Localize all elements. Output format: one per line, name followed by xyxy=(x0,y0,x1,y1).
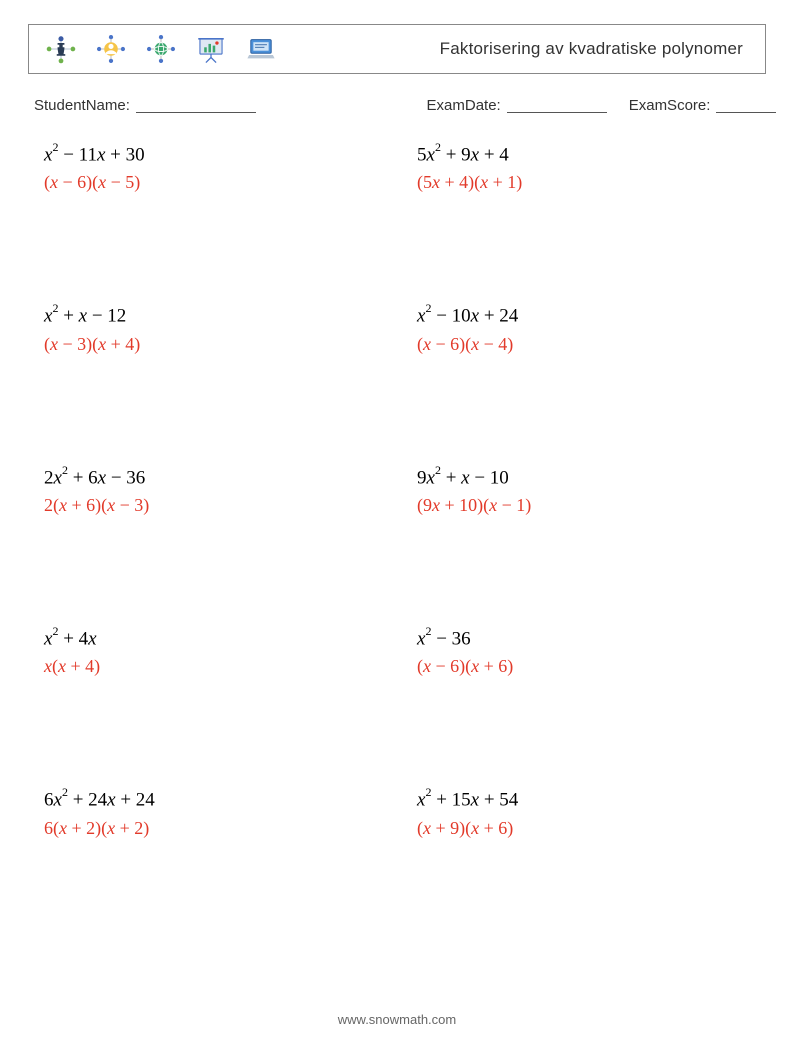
problem-cell: x2 − 36 (x − 6)(x + 6) xyxy=(407,626,760,677)
problem-answer: (x − 6)(x − 4) xyxy=(407,334,760,355)
problem-cell: 6x2 + 24x + 24 6(x + 2)(x + 2) xyxy=(34,787,387,838)
problem-cell: x2 + 15x + 54 (x + 9)(x + 6) xyxy=(407,787,760,838)
problem-answer: (5x + 4)(x + 1) xyxy=(407,172,760,193)
problem-expression: x2 − 10x + 24 xyxy=(407,303,760,327)
problem-expression: x2 + 15x + 54 xyxy=(407,787,760,811)
problem-cell: x2 − 11x + 30 (x − 6)(x − 5) xyxy=(34,142,387,193)
problem-expression: x2 − 11x + 30 xyxy=(34,142,387,166)
header-box: Faktorisering av kvadratiske polynomer xyxy=(28,24,766,74)
meta-row: StudentName: ExamDate: ExamScore: xyxy=(28,96,766,114)
problem-answer: (x − 3)(x + 4) xyxy=(34,334,387,355)
exam-date-label: ExamDate: xyxy=(427,97,501,114)
student-name-label: StudentName: xyxy=(34,97,130,114)
student-name-blank[interactable] xyxy=(136,99,256,113)
problem-answer: 6(x + 2)(x + 2) xyxy=(34,818,387,839)
laptop-icon xyxy=(243,31,279,67)
worksheet-title: Faktorisering av kvadratiske polynomer xyxy=(279,39,743,59)
problem-expression: 6x2 + 24x + 24 xyxy=(34,787,387,811)
header-icons xyxy=(43,31,279,67)
globe-network-icon xyxy=(143,31,179,67)
problem-cell: x2 + 4x x(x + 4) xyxy=(34,626,387,677)
problem-cell: x2 + x − 12 (x − 3)(x + 4) xyxy=(34,303,387,354)
meta-student: StudentName: xyxy=(28,96,427,114)
problem-expression: x2 + 4x xyxy=(34,626,387,650)
problem-expression: 9x2 + x − 10 xyxy=(407,465,760,489)
problem-answer: (9x + 10)(x − 1) xyxy=(407,495,760,516)
problem-answer: (x + 9)(x + 6) xyxy=(407,818,760,839)
problem-cell: 2x2 + 6x − 36 2(x + 6)(x − 3) xyxy=(34,465,387,516)
problem-cell: x2 − 10x + 24 (x − 6)(x − 4) xyxy=(407,303,760,354)
problem-answer: 2(x + 6)(x − 3) xyxy=(34,495,387,516)
problems-grid: x2 − 11x + 30 (x − 6)(x − 5) 5x2 + 9x + 4 (… xyxy=(28,142,766,839)
problem-expression: x2 − 36 xyxy=(407,626,760,650)
problem-cell: 5x2 + 9x + 4 (5x + 4)(x + 1) xyxy=(407,142,760,193)
exam-date-blank[interactable] xyxy=(507,99,607,113)
problem-cell: 9x2 + x − 10 (9x + 10)(x − 1) xyxy=(407,465,760,516)
problem-expression: x2 + x − 12 xyxy=(34,303,387,327)
exam-score-blank[interactable] xyxy=(716,99,776,113)
problem-expression: 2x2 + 6x − 36 xyxy=(34,465,387,489)
user-network-icon xyxy=(93,31,129,67)
problem-answer: (x − 6)(x − 5) xyxy=(34,172,387,193)
worksheet-page: Faktorisering av kvadratiske polynomer S… xyxy=(0,0,794,839)
problem-expression: 5x2 + 9x + 4 xyxy=(407,142,760,166)
chess-icon xyxy=(43,31,79,67)
presentation-icon xyxy=(193,31,229,67)
problem-answer: x(x + 4) xyxy=(34,656,387,677)
exam-score-label: ExamScore: xyxy=(629,97,711,114)
footer-url: www.snowmath.com xyxy=(0,1012,794,1027)
problem-answer: (x − 6)(x + 6) xyxy=(407,656,760,677)
